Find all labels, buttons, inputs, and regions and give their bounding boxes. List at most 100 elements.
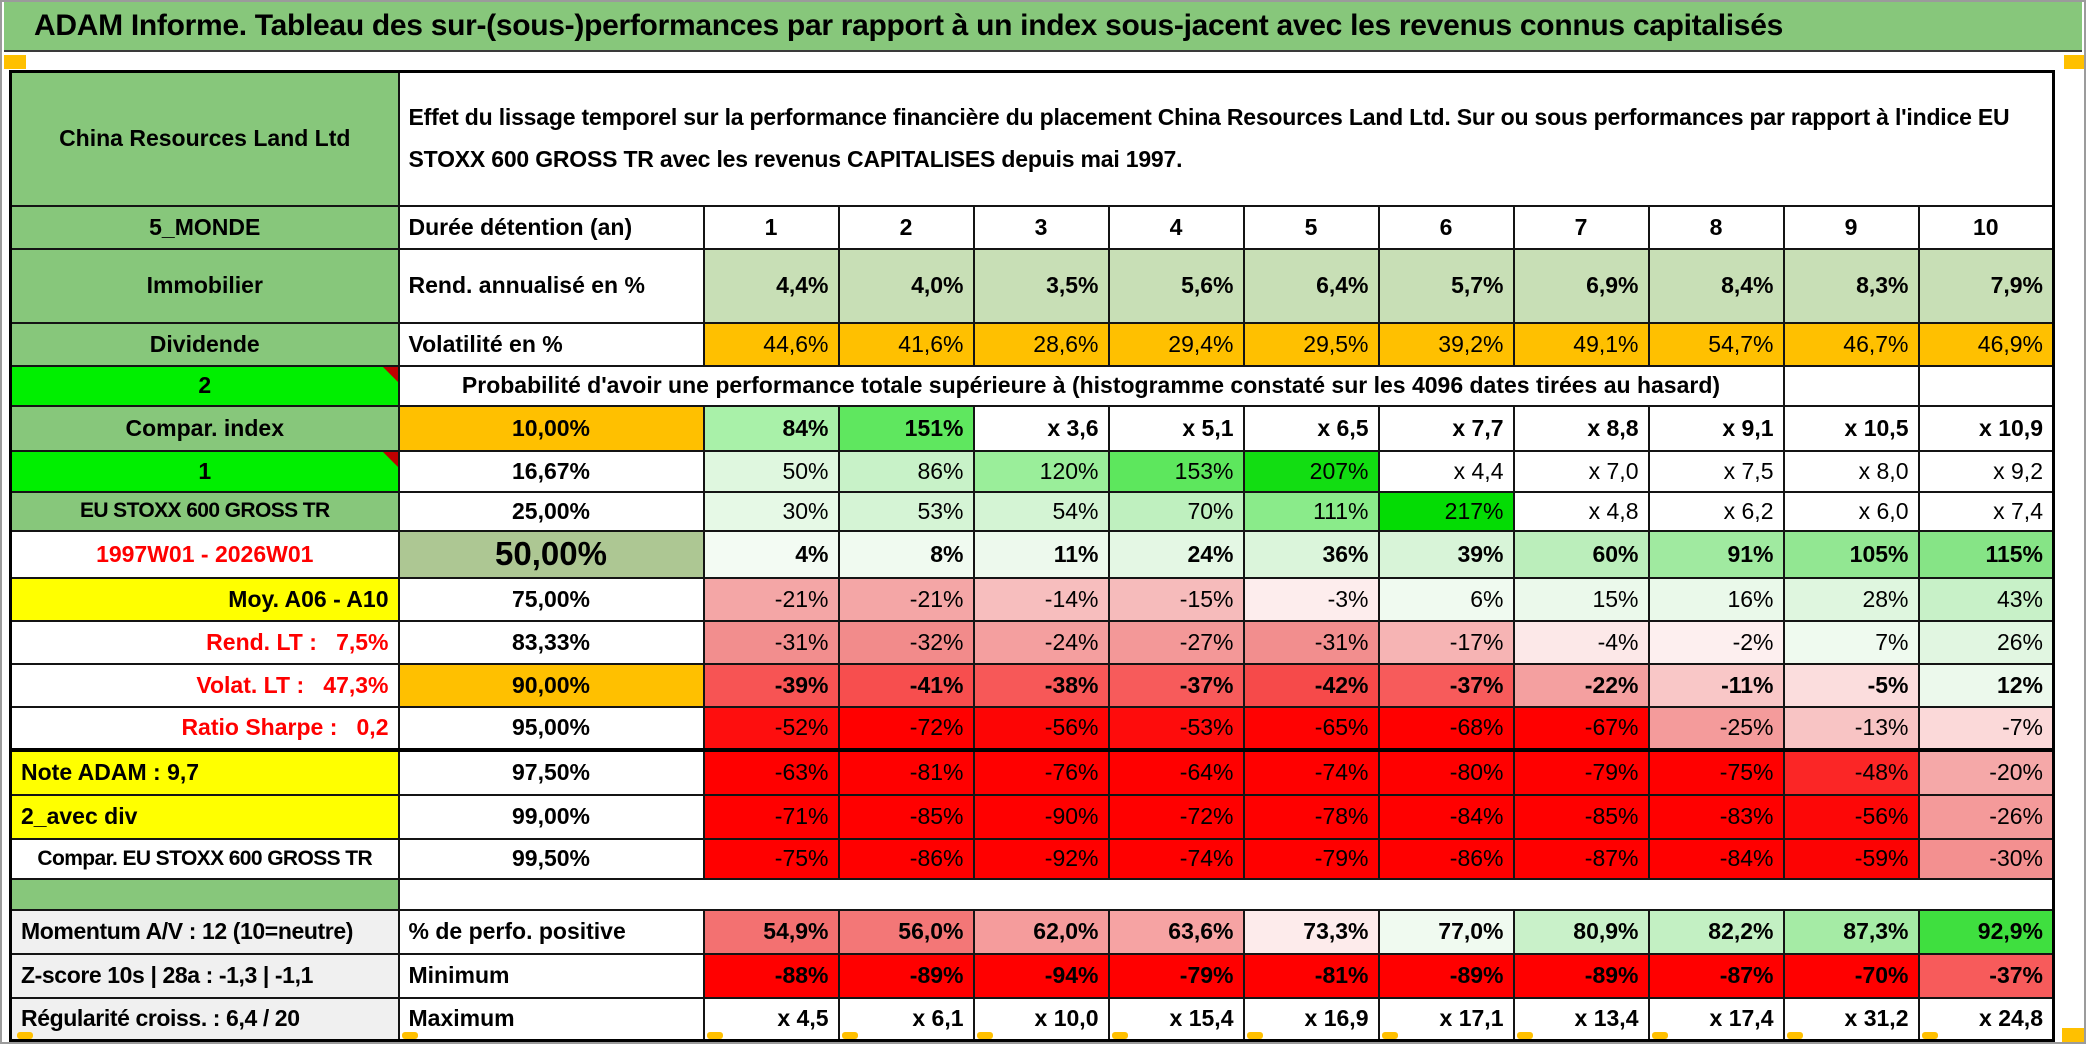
p8333-col7[interactable]: -4% [1512,619,1650,665]
p90-col6[interactable]: -37% [1377,662,1515,708]
durations-col10[interactable]: 10 [1917,204,2055,250]
p50-col2[interactable]: 8% [837,529,975,579]
p1667-col3[interactable]: 120% [972,449,1110,493]
p75-col8[interactable]: 16% [1647,576,1785,622]
separator-spacer[interactable] [397,877,2055,911]
durations-col4[interactable]: 4 [1107,204,1245,250]
volatilite-col6[interactable]: 39,2% [1377,321,1515,367]
label-p90[interactable]: Volat. LT : 47,3% [9,662,400,708]
minimum-col1[interactable]: -88% [702,952,840,999]
p25-col8[interactable]: x 6,2 [1647,490,1785,532]
maximum-col1[interactable]: x 4,5 [702,996,840,1042]
p995-col5[interactable]: -79% [1242,837,1380,880]
p50-col7[interactable]: 60% [1512,529,1650,579]
maximum-col5[interactable]: x 16,9 [1242,996,1380,1042]
rend-annualise-col2[interactable]: 4,0% [837,247,975,324]
p8333-col4[interactable]: -27% [1107,619,1245,665]
minimum-col7[interactable]: -89% [1512,952,1650,999]
description-cell[interactable]: Effet du lissage temporel sur la perform… [397,70,2055,207]
p1667-col10[interactable]: x 9,2 [1917,449,2055,493]
p975-col5[interactable]: -74% [1242,747,1380,796]
p90-col2[interactable]: -41% [837,662,975,708]
p1667-col5[interactable]: 207% [1242,449,1380,493]
perfo-positive-col10[interactable]: 92,9% [1917,908,2055,955]
header-durations[interactable]: Durée détention (an) [397,204,705,250]
header-p95[interactable]: 95,00% [397,705,705,751]
p75-col4[interactable]: -15% [1107,576,1245,622]
rend-annualise-col9[interactable]: 8,3% [1782,247,1920,324]
p1667-col9[interactable]: x 8,0 [1782,449,1920,493]
label-p995[interactable]: Compar. EU STOXX 600 GROSS TR [9,837,400,880]
p95-col10[interactable]: -7% [1917,705,2055,751]
label-p975[interactable]: Note ADAM : 9,7 [9,747,400,796]
label-probabilite[interactable]: 2 [9,364,400,407]
p95-col7[interactable]: -67% [1512,705,1650,751]
durations-col6[interactable]: 6 [1377,204,1515,250]
p995-col6[interactable]: -86% [1377,837,1515,880]
label-volatilite[interactable]: Dividende [9,321,400,367]
p975-col6[interactable]: -80% [1377,747,1515,796]
minimum-col4[interactable]: -79% [1107,952,1245,999]
p10-col2[interactable]: 151% [837,404,975,452]
label-durations[interactable]: 5_MONDE [9,204,400,250]
rend-annualise-col7[interactable]: 6,9% [1512,247,1650,324]
p995-col7[interactable]: -87% [1512,837,1650,880]
rend-annualise-col4[interactable]: 5,6% [1107,247,1245,324]
p95-col6[interactable]: -68% [1377,705,1515,751]
minimum-col8[interactable]: -87% [1647,952,1785,999]
perfo-positive-col9[interactable]: 87,3% [1782,908,1920,955]
p975-col8[interactable]: -75% [1647,747,1785,796]
p10-col9[interactable]: x 10,5 [1782,404,1920,452]
header-maximum[interactable]: Maximum [397,996,705,1042]
p75-col5[interactable]: -3% [1242,576,1380,622]
p1667-col4[interactable]: 153% [1107,449,1245,493]
label-p50[interactable]: 1997W01 - 2026W01 [9,529,400,579]
minimum-col5[interactable]: -81% [1242,952,1380,999]
instrument-cell[interactable]: China Resources Land Ltd [9,70,400,207]
p975-col7[interactable]: -79% [1512,747,1650,796]
minimum-col9[interactable]: -70% [1782,952,1920,999]
maximum-col2[interactable]: x 6,1 [837,996,975,1042]
perfo-positive-col5[interactable]: 73,3% [1242,908,1380,955]
maximum-col9[interactable]: x 31,2 [1782,996,1920,1042]
maximum-col7[interactable]: x 13,4 [1512,996,1650,1042]
header-p10[interactable]: 10,00% [397,404,705,452]
p99-col1[interactable]: -71% [702,793,840,840]
p10-col8[interactable]: x 9,1 [1647,404,1785,452]
p90-col7[interactable]: -22% [1512,662,1650,708]
p25-col7[interactable]: x 4,8 [1512,490,1650,532]
header-p975[interactable]: 97,50% [397,747,705,796]
p1667-col2[interactable]: 86% [837,449,975,493]
minimum-col2[interactable]: -89% [837,952,975,999]
p95-col5[interactable]: -65% [1242,705,1380,751]
p75-col3[interactable]: -14% [972,576,1110,622]
p25-col1[interactable]: 30% [702,490,840,532]
p50-col10[interactable]: 115% [1917,529,2055,579]
label-p10[interactable]: Compar. index [9,404,400,452]
p10-col5[interactable]: x 6,5 [1242,404,1380,452]
p50-col4[interactable]: 24% [1107,529,1245,579]
volatilite-col10[interactable]: 46,9% [1917,321,2055,367]
p25-col9[interactable]: x 6,0 [1782,490,1920,532]
header-p99[interactable]: 99,00% [397,793,705,840]
volatilite-col1[interactable]: 44,6% [702,321,840,367]
header-p75[interactable]: 75,00% [397,576,705,622]
maximum-col10[interactable]: x 24,8 [1917,996,2055,1042]
p95-col3[interactable]: -56% [972,705,1110,751]
p8333-col10[interactable]: 26% [1917,619,2055,665]
p10-col10[interactable]: x 10,9 [1917,404,2055,452]
p8333-col2[interactable]: -32% [837,619,975,665]
p50-col3[interactable]: 11% [972,529,1110,579]
p8333-col5[interactable]: -31% [1242,619,1380,665]
p995-col3[interactable]: -92% [972,837,1110,880]
durations-col5[interactable]: 5 [1242,204,1380,250]
perfo-positive-col3[interactable]: 62,0% [972,908,1110,955]
rend-annualise-col6[interactable]: 5,7% [1377,247,1515,324]
p75-col7[interactable]: 15% [1512,576,1650,622]
volatilite-col7[interactable]: 49,1% [1512,321,1650,367]
p90-col1[interactable]: -39% [702,662,840,708]
durations-col3[interactable]: 3 [972,204,1110,250]
rend-annualise-col10[interactable]: 7,9% [1917,247,2055,324]
p25-col5[interactable]: 111% [1242,490,1380,532]
p99-col8[interactable]: -83% [1647,793,1785,840]
